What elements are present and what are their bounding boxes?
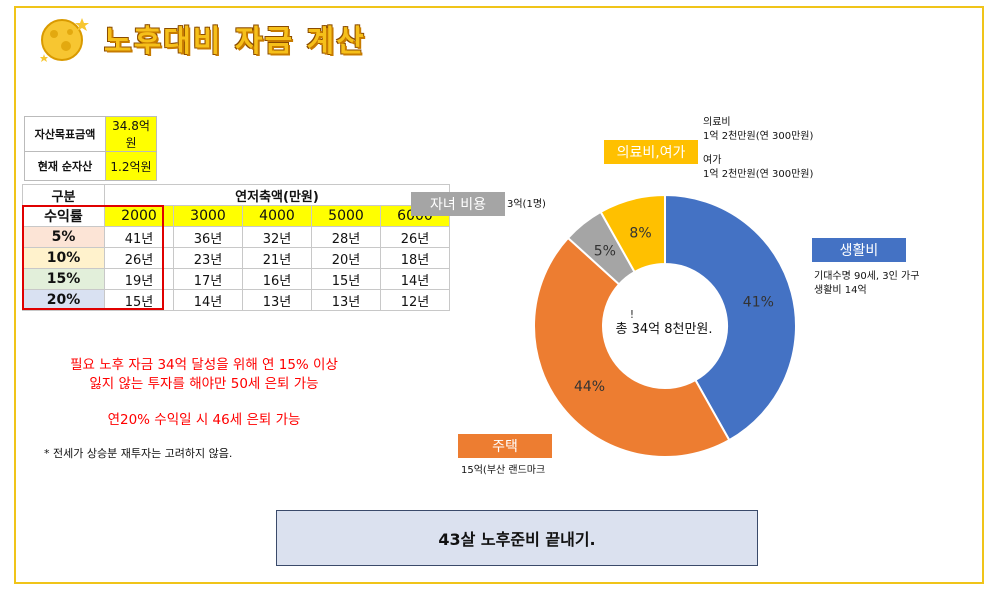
callout-house-title: 주택 (492, 439, 518, 455)
years-cell: 18년 (380, 247, 450, 269)
callout-child-title: 자녀 비용 (430, 197, 486, 213)
callout-medical: 의료비,여가 (604, 140, 698, 164)
asset-table: 자산목표금액 34.8억원 현재 순자산 1.2억원 (24, 116, 157, 181)
years-cell: 15년 (311, 268, 381, 290)
years-cell: 21년 (242, 247, 312, 269)
callout-house-detail: 15억(부산 랜드마크 (461, 464, 545, 478)
amount-cell: 4000 (242, 205, 312, 227)
years-cell: 12년 (380, 289, 450, 311)
moon-icon (40, 18, 89, 62)
summary-text: 43살 노후준비 끝내기. (438, 530, 596, 549)
header-category: 구분 (22, 184, 105, 206)
net-asset-label: 현재 순자산 (24, 151, 106, 181)
rate-cell: 20% (22, 289, 105, 311)
header: 노후대비 자금 계산 (36, 12, 366, 64)
page-frame (14, 6, 984, 584)
asset-goal-label: 자산목표금액 (24, 116, 106, 152)
net-asset-value: 1.2억원 (105, 151, 157, 181)
callout-living-detail: 기대수명 90세, 3인 가구 생활비 14억 (814, 270, 919, 298)
years-cell: 15년 (104, 289, 174, 311)
callout-child-detail: 3억(1명) (507, 198, 546, 212)
callout-medical-title: 의료비,여가 (616, 145, 686, 161)
amount-cell: 3000 (173, 205, 243, 227)
callout-medical-detail-1: 의료비 (703, 117, 731, 128)
years-cell: 13년 (242, 289, 312, 311)
callout-living-detail-1: 기대수명 90세, 3인 가구 (814, 271, 920, 282)
years-cell: 28년 (311, 226, 381, 248)
header-annual-savings: 연저축액(만원) (104, 184, 450, 206)
table-row: 자산목표금액 34.8억원 (24, 116, 157, 152)
callout-medical-detail-3: 여가 (703, 155, 722, 166)
table-row: 10% 26년 23년 21년 20년 18년 (22, 247, 450, 269)
callout-medical-detail-4: 1억 2천만원(연 300만원) (703, 169, 814, 180)
years-cell: 26년 (104, 247, 174, 269)
footnote: * 전세가 상승분 재투자는 고려하지 않음. (44, 447, 233, 460)
years-cell: 17년 (173, 268, 243, 290)
callout-living: 생활비 (812, 238, 906, 262)
callout-medical-detail-bottom: 여가 1억 2천만원(연 300만원) (703, 154, 813, 182)
amount-cell: 2000 (104, 205, 174, 227)
years-cell: 26년 (380, 226, 450, 248)
callout-living-title: 생활비 (839, 243, 879, 259)
summary-box: 43살 노후준비 끝내기. (276, 510, 758, 566)
note-line-3: 연20% 수익일 시 46세 은퇴 가능 (107, 412, 301, 428)
callout-house-detail-1: 15억(부산 랜드마크 (461, 465, 546, 476)
callout-living-detail-2: 생활비 14억 (814, 285, 867, 296)
rate-cell: 5% (22, 226, 105, 248)
years-cell: 14년 (380, 268, 450, 290)
years-cell: 41년 (104, 226, 174, 248)
rate-label: 수익률 (22, 205, 105, 227)
callout-child: 자녀 비용 (411, 192, 505, 216)
note-line-2: 잃지 않는 투자를 해야만 50세 은퇴 가능 (89, 376, 319, 392)
years-cell: 36년 (173, 226, 243, 248)
callout-medical-detail-2: 1억 2천만원(연 300만원) (703, 131, 814, 142)
years-cell: 13년 (311, 289, 381, 311)
years-cell: 32년 (242, 226, 312, 248)
rate-cell: 15% (22, 268, 105, 290)
note-line-1: 필요 노후 자금 34억 달성을 위해 연 15% 이상 (70, 357, 338, 373)
asset-goal-value: 34.8억원 (105, 116, 157, 152)
years-cell: 19년 (104, 268, 174, 290)
table-header-row: 구분 연저축액(만원) (22, 184, 450, 206)
table-row: 5% 41년 36년 32년 28년 26년 (22, 226, 450, 248)
table-row: 20% 15년 14년 13년 13년 12년 (22, 289, 450, 311)
amount-row: 수익률 2000 3000 4000 5000 6000 (22, 205, 450, 227)
callout-medical-detail-top: 의료비 1억 2천만원(연 300만원) (703, 116, 813, 144)
callout-child-detail-1: 3억(1명) (507, 199, 546, 210)
savings-years-table: 구분 연저축액(만원) 수익률 2000 3000 4000 5000 6000… (22, 184, 450, 311)
years-cell: 16년 (242, 268, 312, 290)
rate-cell: 10% (22, 247, 105, 269)
years-cell: 20년 (311, 247, 381, 269)
amount-cell: 5000 (311, 205, 381, 227)
callout-house: 주택 (458, 434, 552, 458)
years-cell: 23년 (173, 247, 243, 269)
table-row: 현재 순자산 1.2억원 (24, 151, 157, 181)
years-cell: 14년 (173, 289, 243, 311)
table-row: 15% 19년 17년 16년 15년 14년 (22, 268, 450, 290)
page-title: 노후대비 자금 계산 (104, 24, 366, 59)
